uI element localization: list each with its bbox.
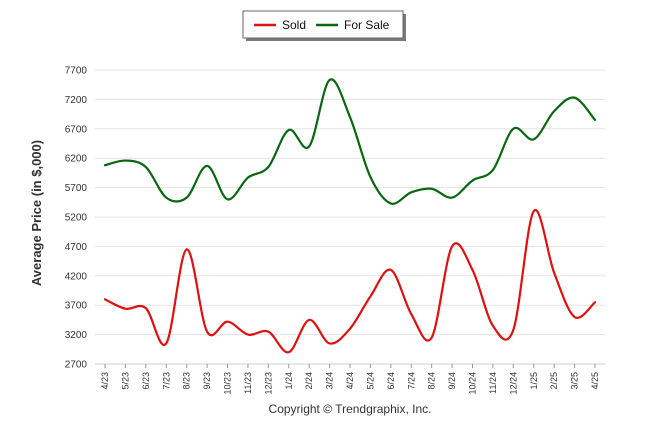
x-tick-label: 2/24 — [304, 372, 314, 390]
y-axis-ticks: 2700 3200 3700 4200 4700 5200 5700 6200 6700 7200… — [65, 66, 88, 371]
x-tick-label: 5/24 — [365, 372, 375, 390]
x-tick-label: 10/24 — [468, 372, 478, 395]
x-tick-label: 4/23 — [100, 372, 110, 390]
y-tick-label: 4200 — [65, 271, 88, 282]
x-tick-label: 11/23 — [243, 372, 253, 394]
x-tick-label: 12/24 — [508, 372, 518, 395]
legend: Sold For Sale — [242, 10, 406, 41]
x-tick-label: 8/23 — [182, 372, 192, 390]
y-tick-label: 3200 — [65, 330, 88, 341]
y-tick-label: 6200 — [65, 154, 88, 165]
x-axis-ticks: 4/23 5/23 6/23 7/23 8/23 9/23 10/23 11/23 12/23 1… — [100, 364, 600, 395]
y-tick-label: 6700 — [65, 124, 88, 135]
x-tick-label: 4/24 — [345, 372, 355, 390]
x-tick-label: 9/23 — [202, 372, 212, 390]
x-tick-label: 11/24 — [488, 372, 498, 394]
x-tick-label: 1/25 — [529, 372, 539, 390]
x-tick-label: 7/24 — [406, 372, 416, 390]
x-tick-label: 10/23 — [223, 372, 233, 395]
y-tick-label: 4700 — [65, 242, 88, 253]
series-line-for-sale — [103, 78, 597, 205]
x-tick-label: 12/23 — [263, 372, 273, 395]
y-tick-label: 2700 — [65, 360, 88, 371]
x-tick-label: 8/24 — [427, 372, 437, 390]
x-tick-label: 5/23 — [120, 372, 130, 390]
x-tick-label: 7/23 — [161, 372, 171, 390]
y-tick-label: 7700 — [65, 66, 88, 77]
x-tick-label: 4/25 — [590, 372, 600, 390]
y-tick-label: 7200 — [65, 95, 88, 106]
copyright-text: Copyright © Trendgraphix, Inc. — [269, 402, 432, 416]
x-tick-label: 3/25 — [570, 372, 580, 390]
legend-label-for-sale: For Sale — [344, 18, 390, 32]
legend-label-sold: Sold — [282, 18, 306, 32]
x-tick-label: 1/24 — [284, 372, 294, 390]
y-tick-label: 5700 — [65, 183, 88, 194]
x-tick-label: 3/24 — [325, 372, 335, 390]
x-tick-label: 9/24 — [447, 372, 457, 390]
y-tick-label: 3700 — [65, 301, 88, 312]
series-lines — [103, 78, 597, 354]
y-tick-label: 5200 — [65, 213, 88, 224]
x-tick-label: 2/25 — [549, 372, 559, 390]
series-line-sold — [103, 208, 597, 354]
x-tick-label: 6/23 — [141, 372, 151, 390]
y-axis-label: Average Price (in $,000) — [29, 140, 44, 286]
x-tick-label: 6/24 — [386, 372, 396, 390]
